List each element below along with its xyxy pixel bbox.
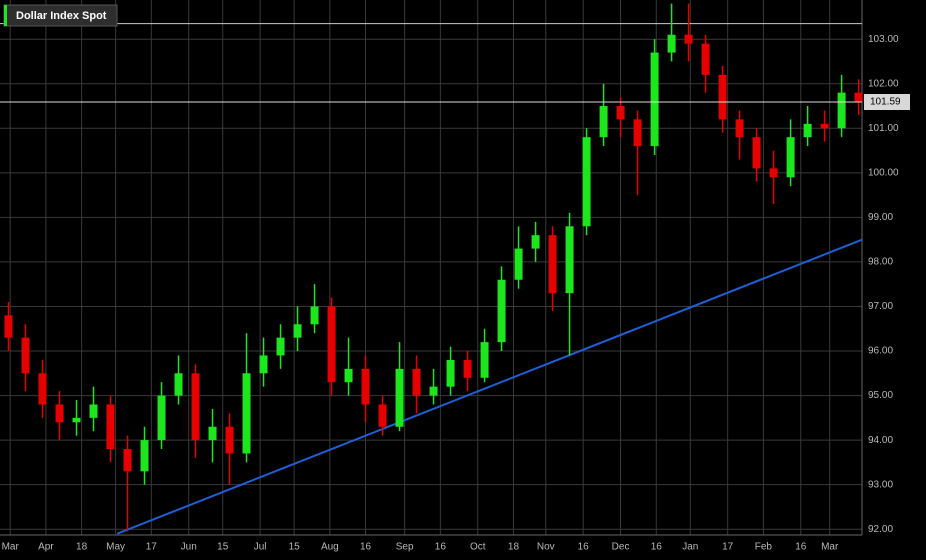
last-price-label: 101.59: [870, 97, 901, 108]
x-tick-label: Sep: [396, 542, 414, 553]
candle-body: [259, 355, 268, 374]
candle-body: [242, 373, 251, 454]
x-tick-label: 16: [578, 542, 590, 553]
y-tick-label: 101.00: [868, 123, 899, 134]
x-tick-label: Mar: [821, 542, 839, 553]
candle-body: [786, 137, 795, 178]
x-tick-label: Jan: [682, 542, 698, 553]
candle-body: [735, 119, 744, 138]
y-tick-label: 103.00: [868, 34, 899, 45]
candle-body: [616, 106, 625, 120]
candle-body: [106, 404, 115, 450]
candle-body: [633, 119, 642, 147]
candle-body: [531, 235, 540, 249]
y-tick-label: 97.00: [868, 301, 893, 312]
candle-body: [89, 404, 98, 418]
candle-body: [497, 279, 506, 343]
candle-body: [803, 123, 812, 138]
candle-body: [446, 359, 455, 387]
candle-body: [514, 248, 523, 280]
y-tick-label: 92.00: [868, 524, 893, 535]
x-tick-label: 15: [289, 542, 301, 553]
candle-body: [837, 92, 846, 129]
trendline: [116, 238, 863, 535]
candle-body: [718, 74, 727, 120]
y-tick-label: 99.00: [868, 212, 893, 223]
x-tick-label: Oct: [470, 542, 486, 553]
candle-body: [395, 368, 404, 427]
candle-body: [599, 106, 608, 138]
candle-body: [463, 359, 472, 378]
x-tick-label: Dec: [612, 542, 630, 553]
candle-body: [361, 368, 370, 405]
candle-body: [344, 368, 353, 383]
candle-body: [208, 426, 217, 441]
y-tick-label: 95.00: [868, 390, 893, 401]
x-tick-label: Feb: [755, 542, 773, 553]
candle-body: [123, 449, 132, 472]
candle-body: [820, 123, 829, 129]
x-tick-label: Apr: [38, 542, 54, 553]
candle-body: [854, 92, 863, 103]
candle-body: [548, 235, 557, 294]
x-tick-label: Mar: [2, 542, 20, 553]
x-tick-label: May: [106, 542, 125, 553]
y-tick-label: 100.00: [868, 167, 899, 178]
candle-body: [650, 52, 659, 147]
candle-body: [21, 337, 30, 374]
candle-body: [55, 404, 64, 423]
x-tick-label: 16: [360, 542, 372, 553]
legend: Dollar Index Spot: [3, 4, 118, 27]
candle-body: [701, 43, 710, 75]
candle-body: [310, 306, 319, 325]
candle-body: [412, 368, 421, 396]
candle-body: [4, 315, 13, 338]
candle-body: [72, 417, 81, 423]
candle-body: [174, 373, 183, 396]
x-tick-label: Jun: [181, 542, 197, 553]
x-tick-label: 17: [146, 542, 158, 553]
y-tick-label: 102.00: [868, 78, 899, 89]
x-tick-label: Aug: [321, 542, 339, 553]
x-tick-label: 18: [76, 542, 88, 553]
y-tick-label: 94.00: [868, 435, 893, 446]
x-tick-label: 17: [722, 542, 734, 553]
legend-label: Dollar Index Spot: [16, 10, 107, 22]
candle-body: [327, 306, 336, 383]
y-tick-label: 98.00: [868, 257, 893, 268]
x-tick-label: 18: [508, 542, 520, 553]
x-tick-label: 16: [795, 542, 807, 553]
candle-body: [157, 395, 166, 441]
candle-body: [565, 226, 574, 294]
last-price-box: [864, 94, 910, 111]
y-tick-label: 96.00: [868, 346, 893, 357]
candle-body: [378, 404, 387, 427]
legend-swatch: [4, 5, 7, 26]
candle-body: [293, 324, 302, 338]
candle-body: [225, 426, 234, 454]
candle-body: [582, 137, 591, 227]
candle-body: [191, 373, 200, 441]
candle-body: [140, 440, 149, 472]
candle-body: [667, 34, 676, 53]
candle-body: [480, 342, 489, 378]
y-tick-label: 93.00: [868, 479, 893, 490]
candle-body: [752, 137, 761, 169]
candle-body: [276, 337, 285, 356]
x-tick-label: 16: [651, 542, 663, 553]
candle-body: [429, 386, 438, 396]
candle-body: [38, 373, 47, 405]
x-tick-label: Nov: [537, 542, 555, 553]
candle-body: [684, 34, 693, 44]
candle-body: [769, 168, 778, 178]
x-tick-label: Jul: [254, 542, 267, 553]
x-tick-label: 15: [217, 542, 229, 553]
x-tick-label: 16: [435, 542, 447, 553]
